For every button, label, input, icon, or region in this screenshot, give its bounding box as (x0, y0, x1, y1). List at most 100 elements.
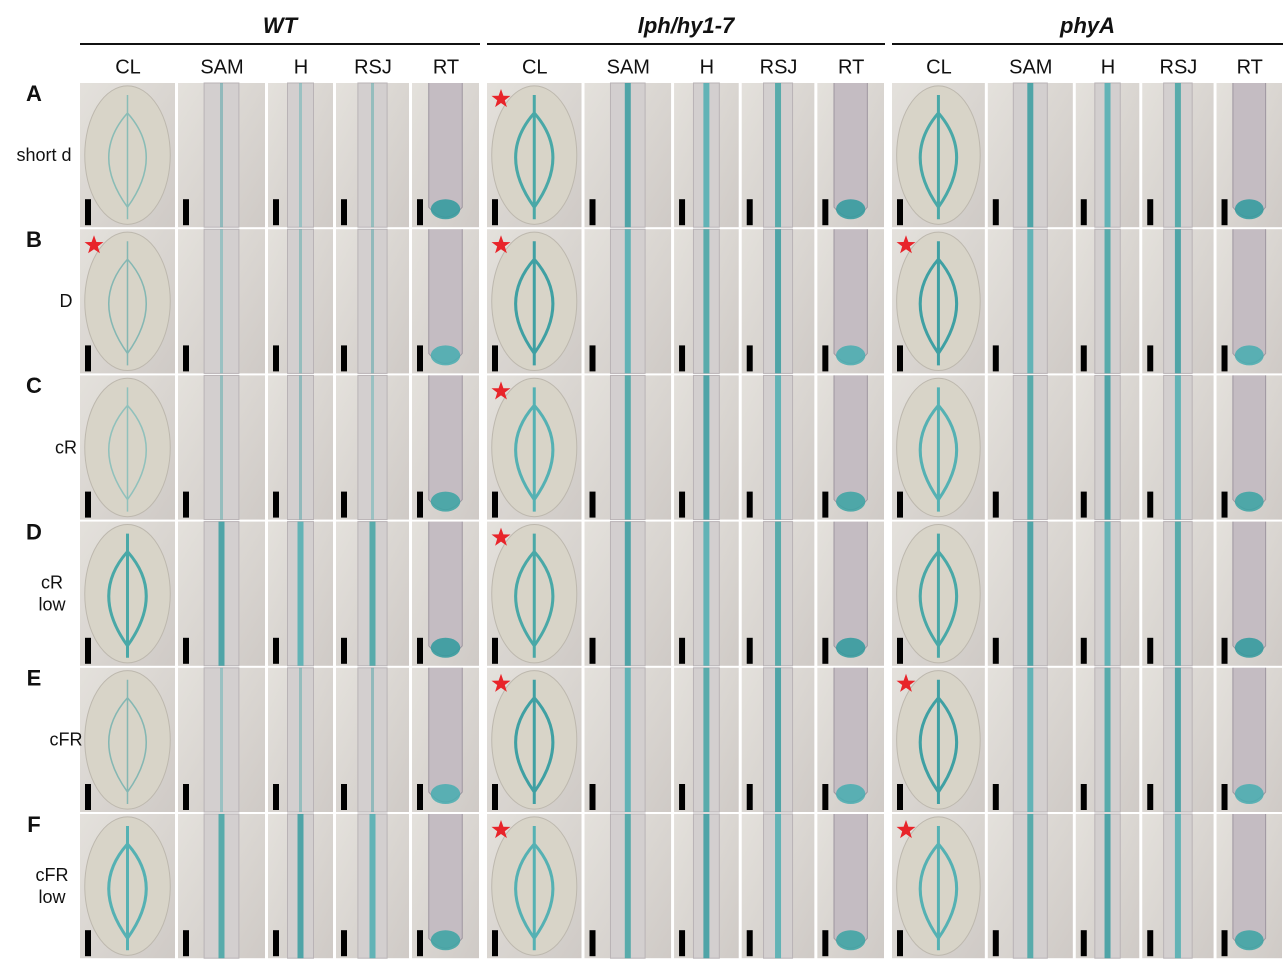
scale-bar (183, 638, 189, 664)
micrograph (487, 814, 582, 958)
root-stain (1235, 345, 1264, 365)
scale-bar (1081, 638, 1087, 664)
micrograph (336, 375, 409, 519)
micrograph (487, 83, 582, 227)
micrograph (742, 229, 815, 373)
row-label: cFR (36, 865, 69, 885)
micrograph (988, 229, 1073, 373)
scale-bar (341, 638, 347, 664)
row-letter: F (27, 812, 40, 837)
scale-bar (679, 784, 685, 810)
micrograph (585, 668, 672, 812)
scale-bar (85, 199, 91, 225)
scale-bar (822, 638, 828, 664)
micrograph (674, 522, 739, 666)
scale-bar (1081, 199, 1087, 225)
root-tip (834, 814, 867, 948)
root-stain (431, 784, 460, 804)
root-stain (431, 345, 460, 365)
micrograph (1076, 83, 1140, 227)
scale-bar (1222, 492, 1228, 518)
root-stain (836, 638, 865, 658)
micrograph (412, 522, 479, 666)
column-label: RT (838, 56, 864, 78)
scale-bar (85, 345, 91, 371)
root-tip (429, 814, 463, 948)
micrograph (1076, 668, 1140, 812)
scale-bar (1147, 199, 1153, 225)
scale-bar (1081, 930, 1087, 956)
micrograph (80, 375, 175, 519)
micrograph (817, 668, 884, 812)
micrograph (892, 229, 985, 373)
root-tip (834, 668, 867, 802)
micrograph (1142, 83, 1213, 227)
scale-bar (85, 930, 91, 956)
micrograph (1076, 375, 1140, 519)
micrograph (892, 375, 985, 519)
scale-bar (85, 492, 91, 518)
micrograph (178, 83, 265, 227)
root-stain (1235, 492, 1264, 512)
micrograph (412, 814, 479, 958)
root-stain (836, 199, 865, 219)
scale-bar (747, 492, 753, 518)
scale-bar (897, 930, 903, 956)
micrograph (585, 229, 672, 373)
column-label: RT (1237, 56, 1263, 78)
micrograph (988, 375, 1073, 519)
row-label: low (38, 887, 66, 907)
scale-bar (747, 930, 753, 956)
root-tip (1233, 375, 1266, 509)
root-stain (836, 930, 865, 950)
scale-bar (822, 784, 828, 810)
root-tip (834, 229, 867, 363)
root-tip (834, 522, 867, 656)
group-title: lph/hy1-7 (638, 13, 736, 38)
scale-bar (1147, 492, 1153, 518)
scale-bar (590, 638, 596, 664)
row-label: cR (41, 572, 63, 592)
scale-bar (273, 638, 279, 664)
column-label: CL (926, 56, 952, 78)
row-label: cFR (50, 730, 83, 750)
row-letter: D (26, 519, 42, 544)
row-label: cR (55, 437, 77, 457)
micrograph (1217, 375, 1282, 519)
scale-bar (417, 199, 423, 225)
micrograph (268, 83, 333, 227)
scale-bar (747, 638, 753, 664)
scale-bar (1081, 345, 1087, 371)
root-stain (836, 784, 865, 804)
micrograph (817, 83, 884, 227)
scale-bar (993, 784, 999, 810)
column-label: RSJ (1160, 56, 1198, 78)
scale-bar (897, 345, 903, 371)
column-label: RT (433, 56, 459, 78)
root-tip (429, 668, 463, 802)
scale-bar (1222, 930, 1228, 956)
column-label: CL (522, 56, 548, 78)
micrograph (1142, 668, 1213, 812)
group-title: phyA (1059, 13, 1115, 38)
scale-bar (679, 492, 685, 518)
scale-bar (183, 199, 189, 225)
scale-bar (417, 345, 423, 371)
micrograph (1142, 522, 1213, 666)
micrograph (742, 814, 815, 958)
root-stain (836, 492, 865, 512)
root-tip (1233, 668, 1266, 802)
column-label: SAM (200, 56, 243, 78)
micrograph (80, 83, 175, 227)
micrograph (178, 229, 265, 373)
micrograph (674, 229, 739, 373)
micrograph (336, 522, 409, 666)
micrograph (268, 668, 333, 812)
column-label: RSJ (354, 56, 392, 78)
scale-bar (183, 930, 189, 956)
micrograph (80, 668, 175, 812)
scale-bar (341, 784, 347, 810)
scale-bar (1222, 638, 1228, 664)
row-letter: E (27, 666, 42, 691)
micrograph (1142, 375, 1213, 519)
